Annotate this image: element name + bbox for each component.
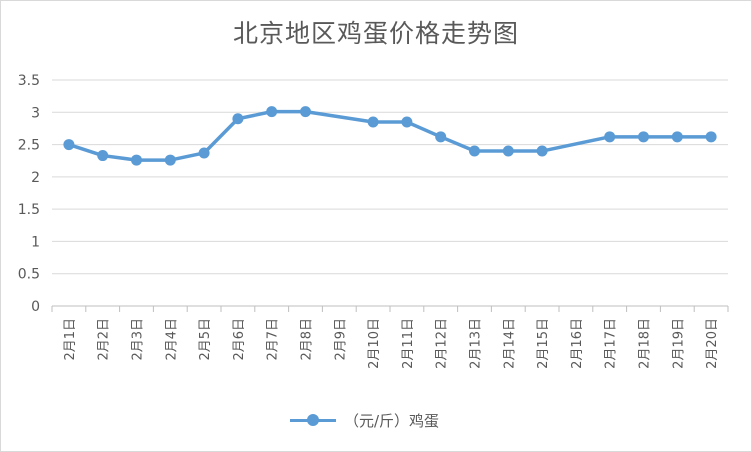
data-point — [300, 106, 311, 118]
series-layer — [63, 106, 717, 166]
x-tick-label: 2月16日 — [570, 318, 585, 369]
data-point — [435, 131, 447, 143]
series-line — [67, 109, 713, 162]
data-point — [63, 139, 75, 151]
x-tick-label: 2月10日 — [367, 318, 382, 369]
data-point — [367, 116, 379, 128]
y-tick-label: 0.5 — [18, 267, 40, 283]
y-tick-label: 1.5 — [18, 202, 40, 218]
data-point — [232, 113, 244, 125]
x-tick-label: 2月8日 — [300, 318, 315, 361]
legend: （元/斤）鸡蛋 — [290, 410, 439, 430]
y-tick-label: 1 — [31, 234, 40, 250]
x-tick-label: 2月17日 — [604, 318, 619, 369]
x-axis: 2月1日 2月2日 2月3日 2月4日 2月5日 2月6日 2月7日 2月8日 2月9日 2月10… — [51, 306, 729, 369]
data-point — [536, 145, 548, 157]
data-point — [638, 131, 649, 143]
x-tick-label: 2月7日 — [266, 318, 281, 361]
y-tick-label: 0 — [31, 299, 40, 315]
gridlines — [52, 79, 728, 307]
data-point — [469, 145, 480, 157]
y-tick-label: 2 — [31, 170, 40, 186]
legend-swatch — [290, 410, 336, 430]
x-tick-label: 2月14日 — [502, 318, 517, 369]
x-tick-label: 2月9日 — [333, 318, 348, 361]
data-point — [705, 131, 717, 143]
data-point — [97, 150, 109, 162]
x-tick-label: 2月13日 — [469, 318, 484, 369]
y-tick-label: 2.5 — [18, 138, 40, 154]
x-tick-label: 2月6日 — [232, 318, 247, 361]
y-tick-label: 3 — [31, 105, 40, 121]
y-axis-ticks: 0 0.5 1 1.5 2 2.5 3 3.5 — [18, 73, 40, 315]
data-point — [604, 131, 616, 143]
data-point — [266, 106, 278, 118]
x-tick-label: 2月18日 — [638, 318, 653, 369]
x-tick-label: 2月4日 — [164, 318, 179, 361]
x-tick-label: 2月12日 — [435, 318, 450, 369]
x-tick-label: 2月15日 — [536, 318, 551, 369]
data-point — [671, 131, 683, 143]
x-tick-label: 2月11日 — [401, 318, 416, 369]
x-tick-label: 2月1日 — [63, 318, 78, 361]
data-point — [502, 145, 514, 157]
data-point — [164, 154, 176, 166]
data-point — [198, 147, 210, 159]
data-point — [401, 116, 413, 128]
x-tick-label: 2月2日 — [97, 318, 112, 361]
y-tick-label: 3.5 — [18, 73, 40, 89]
x-tick-label: 2月5日 — [198, 318, 213, 361]
x-tick-label: 2月19日 — [671, 318, 686, 369]
x-tick-label: 2月20日 — [705, 318, 720, 369]
x-tick-label: 2月3日 — [131, 318, 146, 361]
legend-label: （元/斤）鸡蛋 — [344, 411, 440, 430]
data-point — [131, 154, 142, 166]
chart-title: 北京地区鸡蛋价格走势图 — [232, 19, 519, 48]
